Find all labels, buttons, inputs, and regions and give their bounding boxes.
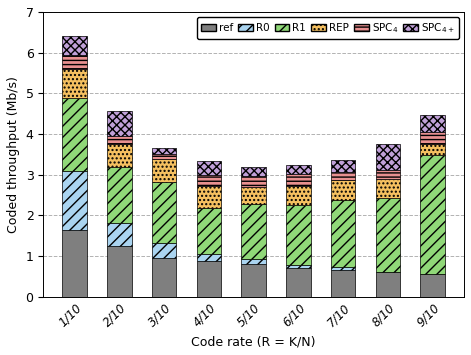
Bar <box>375 272 400 297</box>
X-axis label: Code rate (R = K/N): Code rate (R = K/N) <box>191 335 316 348</box>
Bar <box>241 259 266 264</box>
Bar <box>331 200 356 267</box>
Bar <box>375 170 400 179</box>
Bar <box>107 136 132 144</box>
Bar <box>375 144 400 170</box>
Bar <box>375 198 400 272</box>
Bar <box>331 267 356 270</box>
Bar <box>152 148 177 154</box>
Bar <box>107 167 132 224</box>
Bar <box>286 186 311 205</box>
Bar <box>152 159 177 181</box>
Bar <box>420 115 445 132</box>
Bar <box>196 255 221 261</box>
Bar <box>331 180 356 200</box>
Bar <box>152 154 177 159</box>
Bar <box>420 144 445 155</box>
Bar <box>241 264 266 297</box>
Bar <box>62 171 87 230</box>
Y-axis label: Coded throughput (Mb/s): Coded throughput (Mb/s) <box>7 76 20 233</box>
Bar <box>241 176 266 187</box>
Bar <box>196 208 221 255</box>
Legend: ref, R0, R1, REP, SPC$_4$, SPC$_{4+}$: ref, R0, R1, REP, SPC$_4$, SPC$_{4+}$ <box>197 17 459 39</box>
Bar <box>375 179 400 198</box>
Bar <box>286 205 311 266</box>
Bar <box>420 274 445 297</box>
Bar <box>196 261 221 297</box>
Bar <box>107 144 132 167</box>
Bar <box>286 266 311 268</box>
Bar <box>107 111 132 136</box>
Bar <box>286 165 311 174</box>
Bar <box>420 155 445 274</box>
Bar <box>152 242 177 258</box>
Bar <box>241 204 266 259</box>
Bar <box>152 258 177 297</box>
Bar <box>62 36 87 55</box>
Bar <box>107 246 132 297</box>
Bar <box>62 55 87 69</box>
Bar <box>241 167 266 176</box>
Bar <box>62 230 87 297</box>
Bar <box>286 174 311 186</box>
Bar <box>62 98 87 171</box>
Bar <box>196 161 221 175</box>
Bar <box>331 160 356 172</box>
Bar <box>331 172 356 180</box>
Bar <box>152 181 177 242</box>
Bar <box>107 224 132 246</box>
Bar <box>420 132 445 144</box>
Bar <box>62 69 87 98</box>
Bar <box>241 187 266 204</box>
Bar <box>196 175 221 186</box>
Bar <box>196 186 221 208</box>
Bar <box>286 268 311 297</box>
Bar <box>331 270 356 297</box>
